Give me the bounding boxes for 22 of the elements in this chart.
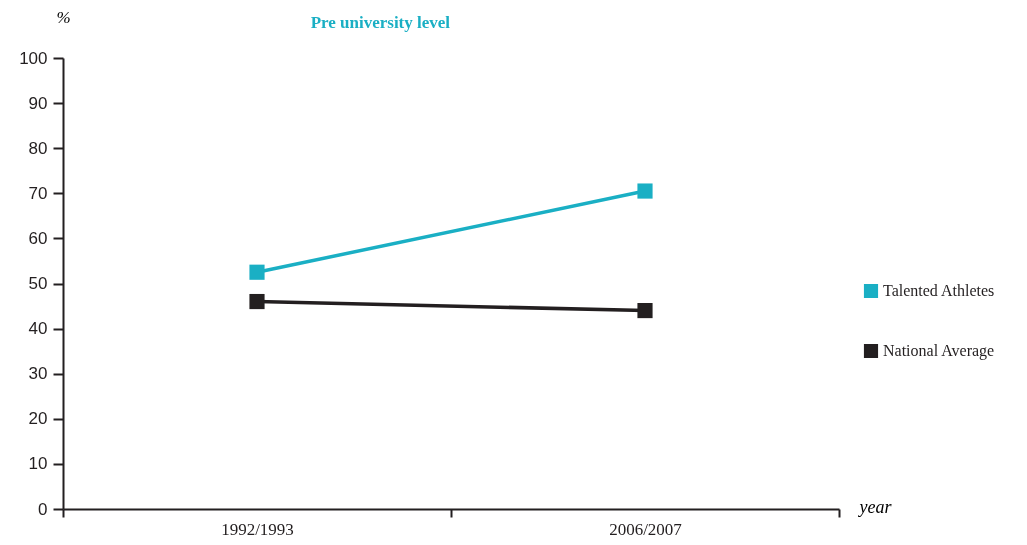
point (249, 293, 265, 310)
legend-label: Talented Athletes (883, 282, 995, 299)
y-tick-label: 100 (19, 48, 48, 68)
point (637, 183, 653, 199)
y-tick-label: 0 (38, 499, 48, 519)
y-tick-label: 20 (28, 409, 48, 429)
point (637, 302, 653, 319)
y-tick-label: 10 (28, 454, 48, 474)
y-axis-title: % (56, 7, 71, 27)
y-tick-label: 70 (28, 183, 48, 203)
x-tick-label: 1992/1993 (221, 519, 294, 539)
y-tick-label: 50 (28, 274, 48, 293)
chart-title: Pre university level (310, 13, 451, 32)
y-tick-label: 30 (28, 364, 48, 384)
x-tick-label: 2006/2007 (609, 519, 683, 539)
y-tick-label: 40 (28, 319, 48, 339)
y-tick-label: 80 (28, 138, 48, 158)
y-tick-label: 90 (28, 93, 48, 113)
point (249, 264, 265, 280)
y-tick-label: 60 (28, 228, 48, 248)
x-axis-title: year (857, 496, 893, 517)
legend-label: National Average (883, 342, 995, 360)
